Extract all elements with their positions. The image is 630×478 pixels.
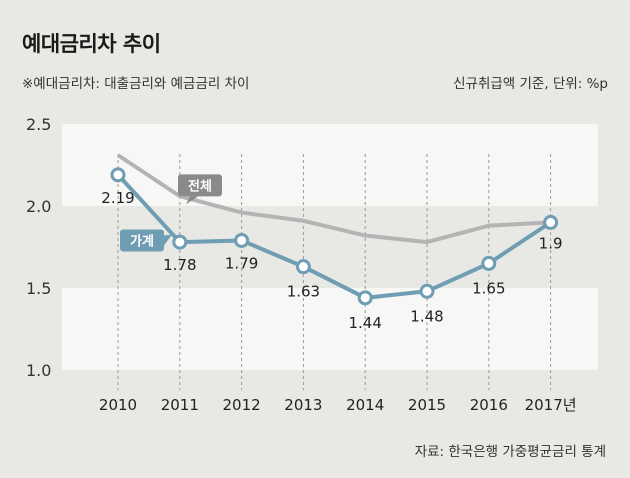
x-tick-label: 2012 [223,396,261,414]
source-note: 자료: 한국은행 가중평균금리 통계 [414,444,606,460]
data-point-household [543,214,559,230]
y-tick-label: 2.5 [26,115,51,134]
data-point-household [481,255,497,271]
y-tick-label: 1.0 [26,361,51,380]
x-tick-label: 2016 [470,396,508,414]
x-tick-label: 2017년 [525,396,577,414]
data-point-household [172,234,188,250]
chart-title: 예대금리차 추이 [22,32,161,56]
data-label-household: 1.65 [472,279,505,297]
data-point-household [295,259,311,275]
series-tag-total: 전체 [188,178,212,194]
series-tag-household-bg [120,229,164,252]
y-tick-label: 2.0 [26,197,51,216]
data-label-household: 1.78 [163,256,196,274]
x-tick-label: 2011 [161,396,199,414]
series-tag-total-pointer [186,196,198,205]
grid-band-upper [62,124,598,206]
data-point-household [234,232,250,248]
unit-note: 신규취급액 기준, 단위: %p [453,76,608,92]
series-line-household [116,173,552,300]
data-label-household: 1.9 [539,234,563,252]
x-tick-label: 2010 [99,396,137,414]
x-tick-label: 2015 [408,396,446,414]
grid-band-lower [62,288,598,370]
chart-subtitle: ※예대금리차: 대출금리와 예금금리 차이 [22,76,250,92]
data-label-household: 1.44 [348,314,381,332]
data-label-household: 1.48 [410,307,443,325]
series-tag-total-bg [178,174,222,197]
series-tag-household: 가계 [130,234,154,249]
data-label-household: 2.19 [101,189,134,207]
data-label-household: 1.63 [287,283,320,301]
data-point-household [419,283,435,299]
y-tick-label: 1.5 [26,279,51,298]
series-tag-household-pointer [164,234,172,246]
x-tick-label: 2013 [284,396,322,414]
x-tick-label: 2014 [346,396,384,414]
data-point-household [110,167,126,183]
data-point-household [357,290,373,306]
data-label-household: 1.79 [225,254,258,272]
